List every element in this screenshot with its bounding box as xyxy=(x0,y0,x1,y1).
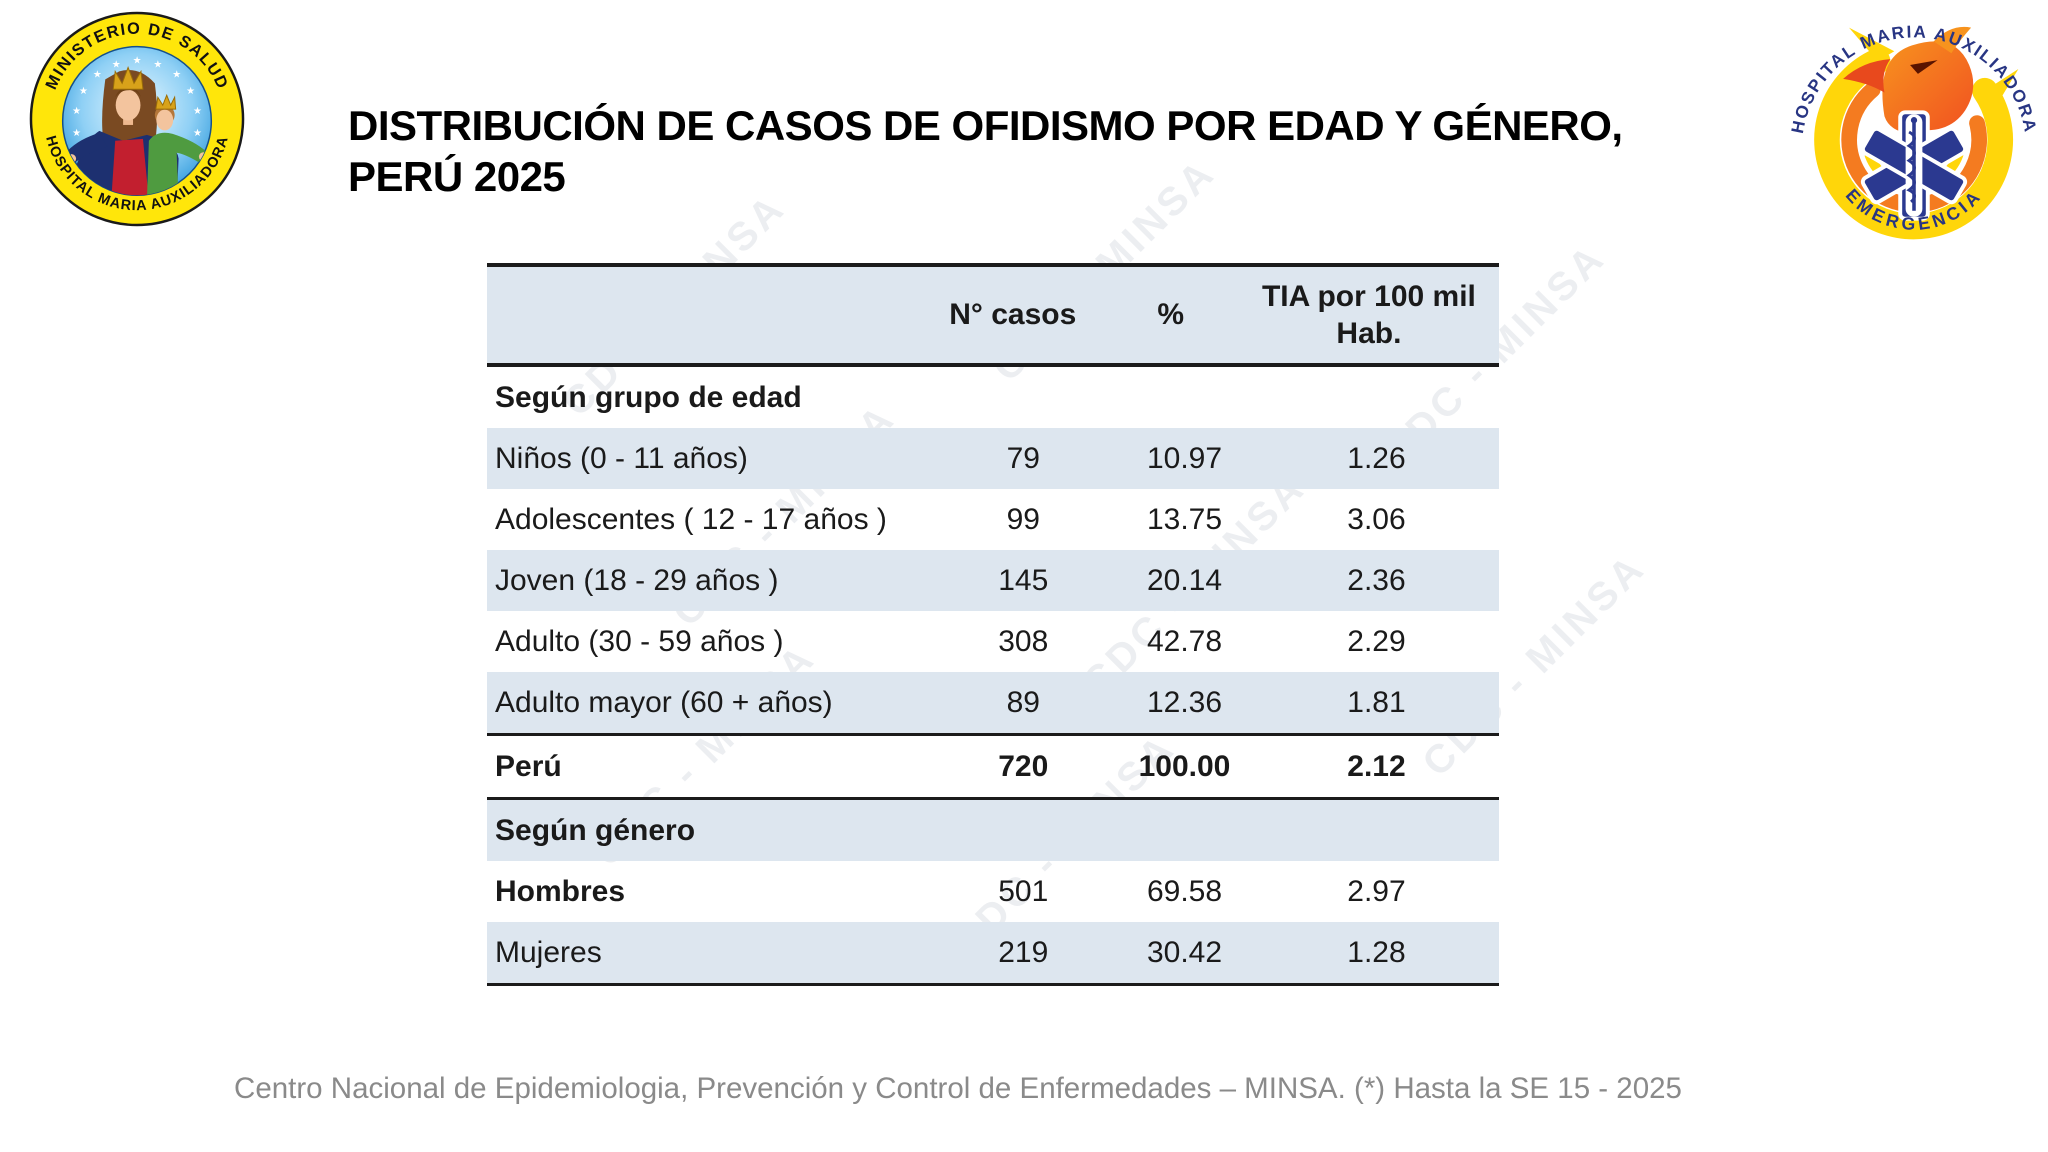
svg-text:★: ★ xyxy=(79,86,88,97)
svg-text:★: ★ xyxy=(72,106,81,117)
cell-tia: 2.97 xyxy=(1347,874,1406,908)
cell-tia: 1.81 xyxy=(1347,685,1406,719)
cell-pct: 12.36 xyxy=(1146,685,1223,719)
table-row: Niños (0 - 11 años) 79 10.97 1.26 xyxy=(487,428,1499,489)
header-pct: % xyxy=(1157,298,1185,331)
header-casos: N° casos xyxy=(949,298,1077,331)
cell-label: Adolescentes ( 12 - 17 años ) xyxy=(495,502,887,536)
table-header-row: N° casos % TIA por 100 mil Hab. xyxy=(487,263,1499,367)
svg-text:★: ★ xyxy=(133,56,142,67)
cell-label: Según género xyxy=(495,813,696,847)
table-row: Joven (18 - 29 años ) 145 20.14 2.36 xyxy=(487,550,1499,611)
cell-casos: 501 xyxy=(998,874,1049,908)
page-title: DISTRIBUCIÓN DE CASOS DE OFIDISMO POR ED… xyxy=(348,102,1623,201)
cell-casos: 79 xyxy=(1006,441,1040,475)
cell-casos: 720 xyxy=(998,749,1049,783)
table-total-row: Perú 720 100.00 2.12 xyxy=(487,736,1499,800)
rod-of-asclepius-icon xyxy=(1906,117,1918,211)
table-row: Adulto mayor (60 + años) 89 12.36 1.81 xyxy=(487,672,1499,736)
cell-pct: 20.14 xyxy=(1146,563,1223,597)
source-caption: Centro Nacional de Epidemiologia, Preven… xyxy=(234,1072,1682,1105)
svg-text:★: ★ xyxy=(172,69,181,80)
cell-label: Según grupo de edad xyxy=(495,380,802,414)
cell-pct: 30.42 xyxy=(1146,935,1223,969)
cell-tia: 2.36 xyxy=(1347,563,1406,597)
minsa-hospital-logo: ★★★ ★★★ ★★★ ★★★ ★ MINISTERIO DE SALUD xyxy=(29,11,245,227)
table-row: Según género xyxy=(487,800,1499,861)
cell-label: Mujeres xyxy=(495,935,602,969)
table-row: Hombres 501 69.58 2.97 xyxy=(487,861,1499,922)
cell-label: Hombres xyxy=(495,874,626,908)
cell-label: Adulto mayor (60 + años) xyxy=(495,685,833,719)
svg-text:★: ★ xyxy=(93,69,102,80)
cell-pct: 42.78 xyxy=(1146,624,1223,658)
cell-casos: 89 xyxy=(1006,685,1040,719)
cell-casos: 145 xyxy=(998,563,1049,597)
table-row: Adulto (30 - 59 años ) 308 42.78 2.29 xyxy=(487,611,1499,672)
cell-label: Joven (18 - 29 años ) xyxy=(495,563,779,597)
cell-casos: 308 xyxy=(998,624,1049,658)
table-row: Mujeres 219 30.42 1.28 xyxy=(487,922,1499,986)
cell-pct: 10.97 xyxy=(1146,441,1223,475)
source-caption-wrap: Centro Nacional de Epidemiologia, Preven… xyxy=(0,1072,2048,1106)
table-row: Según grupo de edad xyxy=(487,367,1499,428)
cell-tia: 1.26 xyxy=(1347,441,1406,475)
cell-tia: 2.12 xyxy=(1347,749,1406,783)
header-tia: TIA por 100 mil Hab. xyxy=(1261,279,1476,351)
cell-tia: 1.28 xyxy=(1347,935,1406,969)
cell-tia: 2.29 xyxy=(1347,624,1406,658)
cell-casos: 99 xyxy=(1006,502,1040,536)
cell-label: Perú xyxy=(495,749,562,783)
phoenix-head-icon xyxy=(1843,26,1974,133)
svg-text:★: ★ xyxy=(153,59,162,70)
star-of-life-icon xyxy=(1860,110,1968,221)
cell-label: Niños (0 - 11 años) xyxy=(495,441,748,475)
svg-text:★: ★ xyxy=(193,106,202,117)
svg-text:★: ★ xyxy=(72,128,81,139)
cell-pct: 69.58 xyxy=(1146,874,1223,908)
svg-text:★: ★ xyxy=(186,86,195,97)
ofidismo-table: CDC - MINSA CDC - MINSA CDC - MINSA CDC … xyxy=(487,150,1654,986)
cell-tia: 3.06 xyxy=(1347,502,1406,536)
emergencia-phoenix-logo: HOSPITAL MARIA AUXILIADORA EMERGENCIA xyxy=(1787,21,2039,240)
cell-label: Adulto (30 - 59 años ) xyxy=(495,624,784,658)
table-row: Adolescentes ( 12 - 17 años ) 99 13.75 3… xyxy=(487,489,1499,550)
svg-text:★: ★ xyxy=(112,59,121,70)
cell-pct: 100.00 xyxy=(1138,749,1231,783)
svg-text:★: ★ xyxy=(193,128,202,139)
cell-pct: 13.75 xyxy=(1146,502,1223,536)
cell-casos: 219 xyxy=(998,935,1049,969)
